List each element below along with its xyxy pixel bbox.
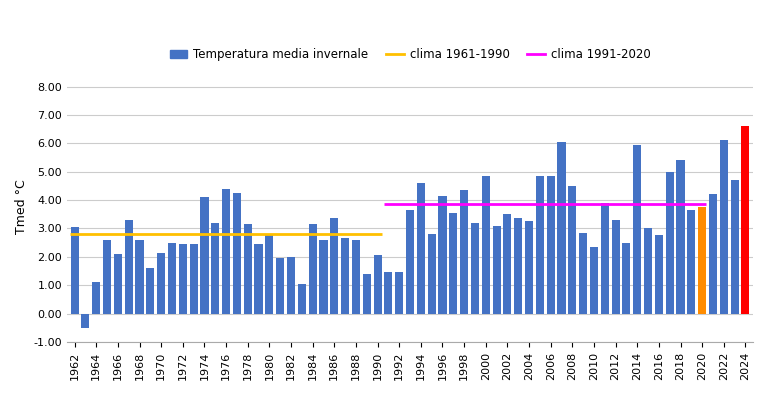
Bar (222, 189, 230, 314)
Bar (698, 207, 707, 314)
Bar (233, 193, 241, 314)
Bar (243, 224, 252, 314)
Bar (482, 176, 490, 314)
Bar (200, 197, 208, 314)
Bar (720, 141, 728, 314)
Bar (622, 243, 631, 314)
Bar (439, 196, 446, 314)
Bar (124, 220, 133, 314)
Bar (309, 224, 316, 314)
Bar (503, 214, 511, 314)
Bar (460, 190, 468, 314)
Bar (103, 240, 111, 314)
Legend: Temperatura media invernale, clima 1961-1990, clima 1991-2020: Temperatura media invernale, clima 1961-… (165, 43, 655, 66)
Bar (341, 238, 349, 314)
Bar (741, 126, 750, 314)
Bar (709, 194, 717, 314)
Bar (190, 244, 197, 314)
Bar (590, 247, 598, 314)
Bar (471, 223, 479, 314)
Bar (168, 243, 176, 314)
Bar (687, 210, 695, 314)
Bar (525, 221, 533, 314)
Bar (666, 172, 674, 314)
Bar (352, 240, 360, 314)
Bar (92, 282, 101, 314)
Bar (114, 254, 122, 314)
Bar (730, 180, 739, 314)
Bar (81, 314, 90, 328)
Bar (265, 235, 273, 314)
Bar (330, 218, 339, 314)
Bar (677, 160, 684, 314)
Bar (211, 223, 220, 314)
Bar (514, 218, 522, 314)
Bar (633, 145, 641, 314)
Bar (298, 284, 306, 314)
Bar (179, 244, 187, 314)
Bar (558, 142, 565, 314)
Bar (146, 268, 154, 314)
Bar (601, 203, 609, 314)
Bar (254, 244, 263, 314)
Bar (644, 228, 652, 314)
Bar (384, 273, 392, 314)
Bar (319, 240, 327, 314)
Bar (547, 176, 554, 314)
Bar (71, 227, 78, 314)
Bar (287, 257, 295, 314)
Bar (428, 234, 435, 314)
Bar (492, 226, 501, 314)
Bar (568, 186, 576, 314)
Bar (276, 258, 284, 314)
Bar (449, 213, 458, 314)
Bar (373, 255, 382, 314)
Y-axis label: Tmed °C: Tmed °C (15, 180, 28, 235)
Bar (655, 235, 663, 314)
Bar (611, 220, 620, 314)
Bar (406, 210, 414, 314)
Bar (536, 176, 544, 314)
Bar (396, 273, 403, 314)
Bar (417, 183, 425, 314)
Bar (157, 252, 165, 314)
Bar (579, 233, 588, 314)
Bar (135, 240, 144, 314)
Bar (362, 274, 371, 314)
